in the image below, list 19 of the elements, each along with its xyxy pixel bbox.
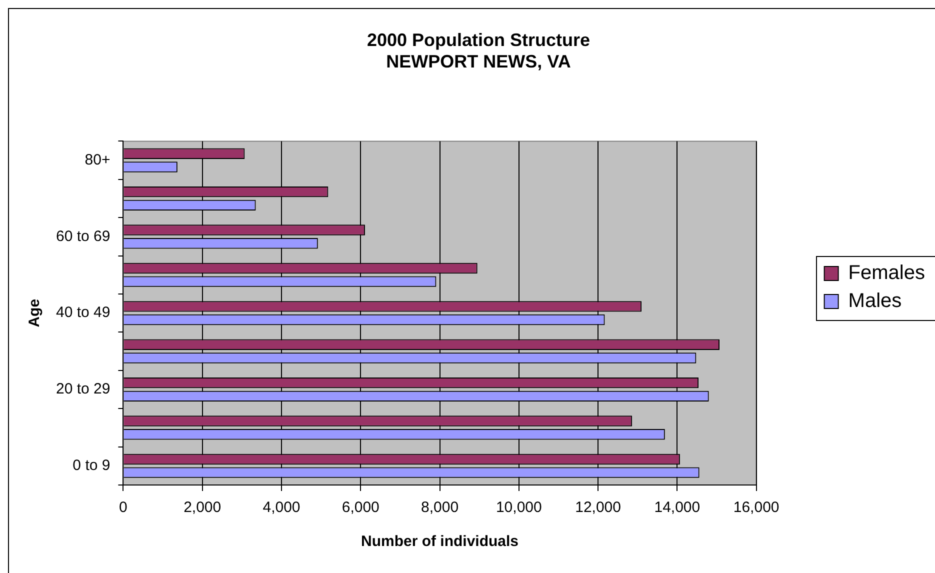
x-axis-title: Number of individuals (361, 533, 519, 550)
x-tick-label: 14,000 (654, 499, 700, 516)
x-tick-label: 12,000 (575, 499, 621, 516)
y-tick-label: 0 to 9 (72, 457, 110, 474)
x-tick-label: 8,000 (420, 499, 459, 516)
y-tick-label: 80+ (84, 151, 110, 168)
x-tick-label: 16,000 (733, 499, 780, 516)
legend-label: Males (848, 290, 902, 312)
y-tick-label: 40 to 49 (56, 304, 110, 322)
y-tick-label: 60 to 69 (56, 228, 110, 245)
x-tick-label: 10,000 (496, 499, 542, 516)
x-tick-label: 4,000 (262, 499, 300, 516)
y-tick-label: 20 to 29 (56, 380, 110, 398)
x-tick-label: 2,000 (184, 499, 222, 516)
chart-title: 2000 Population Structure NEWPORT NEWS, VA (366, 30, 590, 72)
x-tick-label: 6,000 (342, 499, 380, 516)
y-axis-title: Age (26, 298, 44, 328)
x-tick-label: 0 (119, 499, 128, 516)
legend-label: Females (848, 262, 926, 284)
